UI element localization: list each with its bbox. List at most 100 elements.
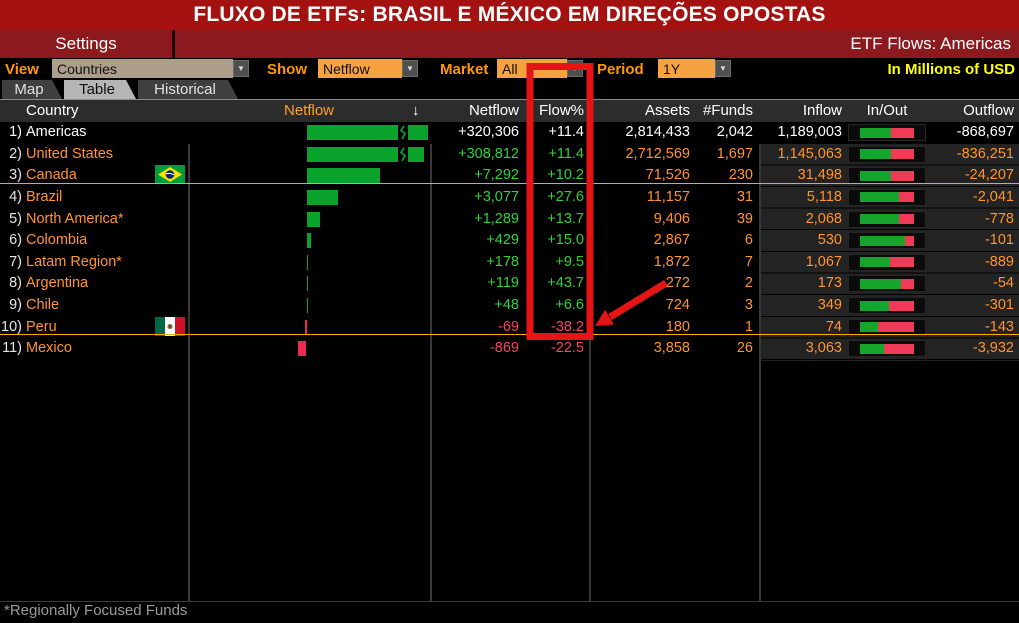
- table-row[interactable]: 3) Canada +7,292 +10.2 71,526 230 31,498…: [0, 165, 1019, 187]
- cell-flowpct: +43.7: [547, 275, 584, 292]
- cell-inflow: 349: [817, 297, 842, 314]
- cell-outflow: -778: [984, 210, 1014, 227]
- inout-bar: [848, 318, 926, 336]
- table-row[interactable]: 2) United States +308,812 +11.4 2,712,56…: [0, 144, 1019, 166]
- cell-funds: 6: [744, 232, 753, 249]
- header-country[interactable]: Country: [26, 102, 79, 119]
- cell-netflow: +7,292: [474, 167, 519, 184]
- cell-inflow: 530: [817, 232, 842, 249]
- cell-flowpct: +15.0: [547, 232, 584, 249]
- cell-outflow: -143: [984, 318, 1014, 335]
- market-dropdown[interactable]: All: [497, 59, 567, 78]
- brazil-flag-icon: [155, 165, 185, 187]
- cell-assets: 180: [665, 318, 690, 335]
- cell-funds: 2,042: [716, 124, 753, 140]
- header-netflow[interactable]: Netflow: [468, 102, 519, 119]
- cell-netflow: +3,077: [474, 188, 519, 205]
- tabbar-separator: [0, 99, 1019, 100]
- cell-inflow: 1,067: [805, 253, 842, 270]
- headline-title: FLUXO DE ETFs: BRASIL E MÉXICO EM DIREÇÕ…: [193, 3, 826, 26]
- table-body: 1) Americas +320,306 +11.4 2,814,433 2,0…: [0, 122, 1019, 360]
- netflow-bar: [306, 254, 309, 270]
- row-country: Latam Region*: [26, 253, 122, 270]
- table-row[interactable]: 4) Brazil +3,077 +27.6 11,157 31 5,118 -…: [0, 187, 1019, 209]
- cell-outflow: -24,207: [964, 167, 1014, 184]
- table-row[interactable]: 5) North America* +1,289 +13.7 9,406 39 …: [0, 209, 1019, 231]
- cell-netflow: +119: [487, 275, 519, 292]
- cell-inflow: 1,189,003: [777, 124, 842, 140]
- cell-assets: 272: [665, 275, 690, 292]
- header-inout[interactable]: In/Out: [866, 102, 908, 119]
- view-label: View: [5, 60, 39, 78]
- tab-map[interactable]: Map: [2, 80, 62, 99]
- period-dropdown-arrow-icon[interactable]: ▼: [715, 60, 731, 77]
- title-bar: Settings ETF Flows: Americas: [0, 30, 1019, 58]
- toolbar: View Countries ▼ Show Netflow ▼ Market A…: [0, 58, 1019, 80]
- period-dropdown[interactable]: 1Y: [658, 59, 715, 78]
- settings-button[interactable]: Settings: [55, 34, 117, 53]
- view-dropdown-arrow-icon[interactable]: ▼: [233, 60, 249, 77]
- header-funds[interactable]: #Funds: [702, 102, 753, 119]
- inout-bar: [848, 340, 926, 358]
- row-number: 7): [9, 253, 22, 270]
- view-dropdown[interactable]: Countries: [52, 59, 233, 78]
- table-bottom-border: [0, 601, 1019, 602]
- inout-bar: [848, 253, 926, 271]
- inout-bar: [848, 210, 926, 228]
- column-divider: [759, 100, 761, 601]
- netflow-bar: [407, 146, 425, 162]
- table-row[interactable]: 6) Colombia +429 +15.0 2,867 6 530 -101: [0, 230, 1019, 252]
- mexico-flag-icon: [155, 316, 185, 339]
- row-country: Chile: [26, 297, 60, 314]
- table-row[interactable]: 9) Chile +48 +6.6 724 3 349 -301: [0, 295, 1019, 317]
- mexico-flag-icon: [155, 316, 185, 336]
- titlebar-divider: [172, 30, 175, 58]
- cell-flowpct: +27.6: [547, 188, 584, 205]
- cell-funds: 39: [736, 210, 753, 227]
- header-netflow-chart[interactable]: Netflow: [283, 102, 335, 119]
- cell-outflow: -836,251: [956, 145, 1014, 162]
- sort-descending-icon[interactable]: ↓: [412, 102, 420, 119]
- inout-bar: [848, 167, 926, 185]
- table-row[interactable]: 8) Argentina +119 +43.7 272 2 173 -54: [0, 273, 1019, 295]
- row-number: 2): [9, 145, 22, 162]
- netflow-bar: [306, 276, 308, 292]
- market-dropdown-arrow-icon[interactable]: ▼: [567, 60, 583, 77]
- header-assets[interactable]: Assets: [644, 102, 690, 119]
- cell-netflow: +178: [486, 253, 519, 270]
- netflow-bar: [306, 189, 338, 205]
- cell-assets: 9,406: [653, 210, 690, 227]
- cell-inflow: 3,063: [805, 340, 842, 357]
- row-number: 10): [1, 318, 22, 335]
- table-row[interactable]: 7) Latam Region* +178 +9.5 1,872 7 1,067…: [0, 252, 1019, 274]
- cell-assets: 1,872: [653, 253, 690, 270]
- row-number: 4): [9, 188, 22, 205]
- table-header-row: Country Netflow ↓ Netflow Flow% Assets #…: [0, 100, 1019, 122]
- column-divider: [589, 100, 591, 601]
- netflow-bar: [306, 233, 311, 249]
- header-inflow[interactable]: Inflow: [802, 102, 842, 119]
- cell-outflow: -54: [993, 275, 1014, 292]
- page-title: ETF Flows: Americas: [850, 34, 1011, 53]
- bar-break-icon: [399, 147, 407, 167]
- inout-bar: [848, 124, 926, 141]
- cell-assets: 3,858: [653, 340, 690, 357]
- brazil-flag-icon: [155, 165, 185, 185]
- table-row[interactable]: 1) Americas +320,306 +11.4 2,814,433 2,0…: [0, 122, 1019, 144]
- row-number: 3): [9, 167, 22, 184]
- cell-funds: 31: [736, 188, 753, 205]
- header-outflow[interactable]: Outflow: [963, 102, 1014, 119]
- header-flowpct[interactable]: Flow%: [538, 102, 584, 119]
- cell-netflow: -69: [498, 318, 519, 335]
- row-number: 11): [2, 340, 22, 357]
- table-row[interactable]: 10) Peru -69 -38.2 180 1 74 -143: [0, 316, 1019, 339]
- tab-table[interactable]: Table: [64, 80, 136, 99]
- show-dropdown[interactable]: Netflow: [318, 59, 402, 78]
- show-dropdown-arrow-icon[interactable]: ▼: [402, 60, 418, 77]
- tab-historical[interactable]: Historical: [138, 80, 238, 99]
- netflow-bar: [305, 319, 307, 335]
- row-country: Peru: [26, 318, 57, 335]
- table-row[interactable]: 11) Mexico -869 -22.5 3,858 26 3,063 -3,…: [0, 338, 1019, 360]
- cell-outflow: -2,041: [972, 188, 1014, 205]
- cell-inflow: 5,118: [806, 188, 842, 205]
